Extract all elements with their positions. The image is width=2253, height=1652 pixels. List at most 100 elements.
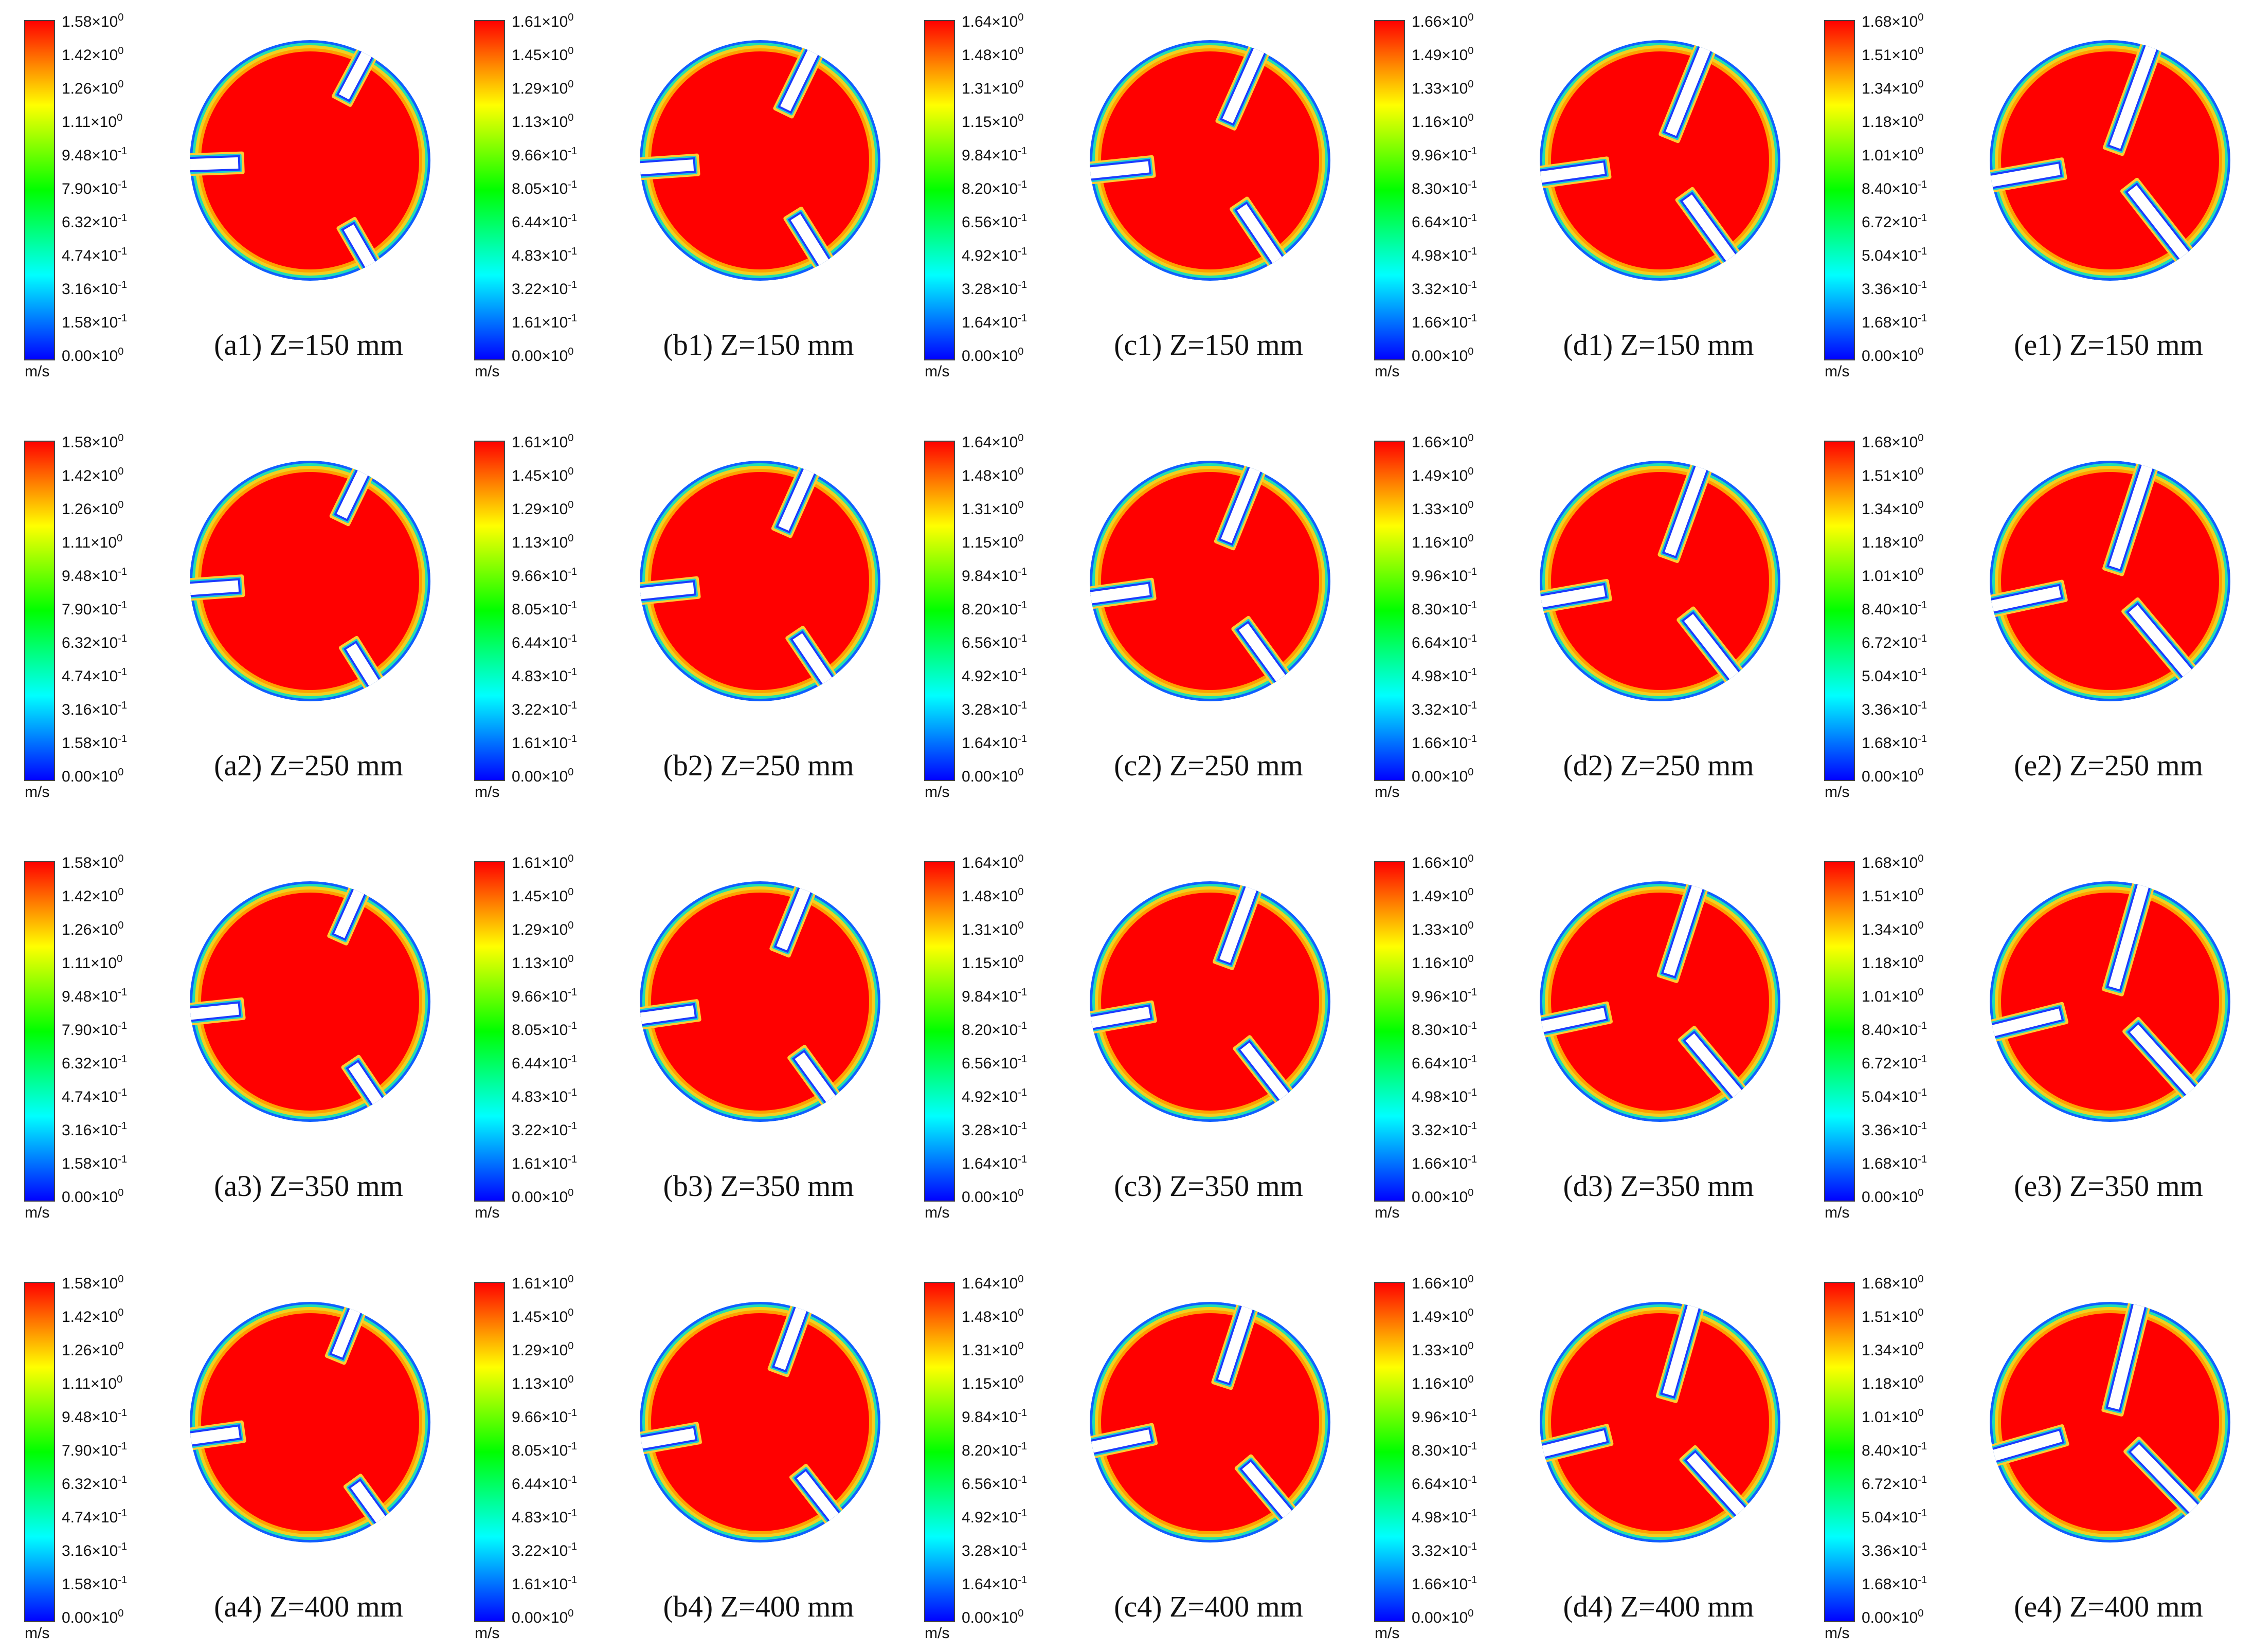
colorbar-tick-label: 3.16×10-1 xyxy=(62,700,127,718)
colorbar-tick-label: 1.15×100 xyxy=(962,112,1023,131)
panel-caption: (e3) Z=350 mm xyxy=(2014,1169,2203,1203)
colorbar-unit: m/s xyxy=(925,1204,949,1221)
colorbar-tick-label: 1.51×100 xyxy=(1862,45,1923,64)
colorbar-tick-label: 6.72×10-1 xyxy=(1862,1054,1927,1072)
colorbar-tick-label: 1.49×100 xyxy=(1412,466,1473,484)
baffle-slot xyxy=(1090,1423,1158,1459)
colorbar-tick-label: 6.32×10-1 xyxy=(62,1054,127,1072)
colorbar-tick-label: 1.64×10-1 xyxy=(962,313,1027,331)
baffle-slot xyxy=(1659,40,1717,143)
colorbar-tick-label: 3.32×10-1 xyxy=(1412,700,1477,718)
colorbar-tick-label: 6.32×10-1 xyxy=(62,212,127,231)
colorbar-tick-label: 5.04×10-1 xyxy=(1862,666,1927,685)
colorbar-tick-label: 8.30×10-1 xyxy=(1412,600,1477,618)
velocity-contour xyxy=(190,1302,430,1542)
colorbar-tick-label: 0.00×100 xyxy=(1412,346,1473,365)
panel-caption: (c2) Z=250 mm xyxy=(1114,749,1303,782)
colorbar-unit: m/s xyxy=(1825,784,1849,801)
colorbar-tick-label: 1.64×100 xyxy=(962,853,1023,872)
colorbar-tick-label: 1.33×100 xyxy=(1412,920,1473,938)
colorbar-tick-label: 1.01×100 xyxy=(1862,146,1923,164)
colorbar xyxy=(924,861,955,1202)
colorbar xyxy=(474,20,505,360)
velocity-contour xyxy=(640,40,880,281)
baffle-slot xyxy=(1657,461,1713,564)
panel-caption: (e2) Z=250 mm xyxy=(2014,749,2203,782)
colorbar-tick-label: 4.98×10-1 xyxy=(1412,246,1477,264)
colorbar-tick-label: 1.18×100 xyxy=(1862,1374,1923,1392)
colorbar-tick-label: 1.33×100 xyxy=(1412,79,1473,97)
colorbar xyxy=(924,1282,955,1622)
baffle-slot xyxy=(1215,42,1271,131)
panel-caption: (d2) Z=250 mm xyxy=(1563,749,1754,782)
colorbar-tick-label: 3.22×10-1 xyxy=(512,279,577,298)
baffle-slot xyxy=(1990,157,2067,193)
baffle-slot xyxy=(783,206,836,273)
colorbar-tick-label: 3.16×10-1 xyxy=(62,1541,127,1559)
colorbar-unit: m/s xyxy=(1375,784,1399,801)
baffle-slot xyxy=(2102,881,2155,996)
baffle-slot xyxy=(1213,881,1263,970)
colorbar xyxy=(1374,1282,1405,1622)
panel-c1: 1.64×100 1.48×100 1.31×100 1.15×100 9.84×10-… xyxy=(924,12,1330,380)
colorbar-tick-label: 1.31×100 xyxy=(962,79,1023,97)
panel-caption: (b1) Z=150 mm xyxy=(663,328,854,361)
colorbar-tick-label: 1.45×100 xyxy=(512,1307,573,1326)
colorbar-tick-label: 4.83×10-1 xyxy=(512,246,577,264)
colorbar-tick-label: 0.00×100 xyxy=(62,1608,123,1626)
panel-b4: 1.61×100 1.45×100 1.29×100 1.13×100 9.66×10-… xyxy=(474,1274,880,1642)
velocity-contour xyxy=(1090,461,1330,701)
colorbar-tick-label: 3.22×10-1 xyxy=(512,700,577,718)
colorbar-tick-label: 0.00×100 xyxy=(1412,767,1473,785)
colorbar-tick-label: 1.66×10-1 xyxy=(1412,1574,1477,1593)
baffle-slot xyxy=(1655,1302,1705,1403)
panel-d3: 1.66×100 1.49×100 1.33×100 1.16×100 9.96×10-… xyxy=(1374,853,1780,1221)
panel-d4: 1.66×100 1.49×100 1.33×100 1.16×100 9.96×10-… xyxy=(1374,1274,1780,1642)
colorbar-tick-label: 1.58×10-1 xyxy=(62,1154,127,1172)
baffle-slot xyxy=(341,1055,389,1112)
panel-d2: 1.66×100 1.49×100 1.33×100 1.16×100 9.96×10-… xyxy=(1374,432,1780,801)
colorbar-tick-label: 1.48×100 xyxy=(962,466,1023,484)
colorbar-tick-label: 1.34×100 xyxy=(1862,1340,1923,1359)
colorbar-tick-label: 8.05×10-1 xyxy=(512,179,577,197)
colorbar-tick-label: 6.72×10-1 xyxy=(1862,1474,1927,1493)
colorbar-tick-label: 1.33×100 xyxy=(1412,1340,1473,1359)
panel-caption: (a1) Z=150 mm xyxy=(214,328,403,361)
panel-e3: 1.68×100 1.51×100 1.34×100 1.18×100 1.01×100… xyxy=(1824,853,2230,1221)
colorbar-tick-label: 6.56×10-1 xyxy=(962,212,1027,231)
colorbar-tick-label: 1.66×100 xyxy=(1412,432,1473,451)
baffle-slot xyxy=(789,1464,845,1528)
colorbar-tick-label: 3.16×10-1 xyxy=(62,1120,127,1139)
colorbar-unit: m/s xyxy=(25,784,49,801)
velocity-contour xyxy=(1990,40,2230,281)
colorbar-tick-label: 4.92×10-1 xyxy=(962,1087,1027,1105)
colorbar-tick-label: 1.01×100 xyxy=(1862,1407,1923,1426)
panel-caption: (b2) Z=250 mm xyxy=(663,749,854,782)
baffle-slot xyxy=(1211,1302,1259,1390)
colorbar-tick-label: 8.40×10-1 xyxy=(1862,1441,1927,1459)
panel-caption: (e1) Z=150 mm xyxy=(2014,328,2203,361)
colorbar-tick-label: 4.74×10-1 xyxy=(62,246,127,264)
colorbar-tick-label: 3.28×10-1 xyxy=(962,1541,1027,1559)
colorbar-tick-label: 0.00×100 xyxy=(1862,767,1923,785)
panel-a2: 1.58×100 1.42×100 1.26×100 1.11×100 9.48×10-… xyxy=(24,432,430,801)
colorbar-tick-label: 8.40×10-1 xyxy=(1862,179,1927,197)
colorbar-tick-label: 4.98×10-1 xyxy=(1412,1087,1477,1105)
colorbar-tick-label: 9.84×10-1 xyxy=(962,987,1027,1005)
colorbar-tick-label: 4.92×10-1 xyxy=(962,246,1027,264)
panel-caption: (d1) Z=150 mm xyxy=(1563,328,1754,361)
colorbar-tick-label: 0.00×100 xyxy=(62,1187,123,1206)
panel-b1: 1.61×100 1.45×100 1.29×100 1.13×100 9.66×10-… xyxy=(474,12,880,380)
colorbar-tick-label: 4.74×10-1 xyxy=(62,1508,127,1526)
colorbar-tick-label: 6.32×10-1 xyxy=(62,633,127,651)
colorbar xyxy=(1824,20,1855,360)
colorbar-tick-label: 6.72×10-1 xyxy=(1862,633,1927,651)
colorbar-tick-label: 8.20×10-1 xyxy=(962,179,1027,197)
colorbar-tick-label: 1.45×100 xyxy=(512,886,573,905)
colorbar-tick-label: 9.66×10-1 xyxy=(512,566,577,585)
colorbar-tick-label: 1.45×100 xyxy=(512,466,573,484)
colorbar-tick-label: 4.92×10-1 xyxy=(962,1508,1027,1526)
colorbar xyxy=(24,861,55,1202)
baffle-slot xyxy=(190,1420,246,1451)
colorbar-unit: m/s xyxy=(925,1625,949,1642)
